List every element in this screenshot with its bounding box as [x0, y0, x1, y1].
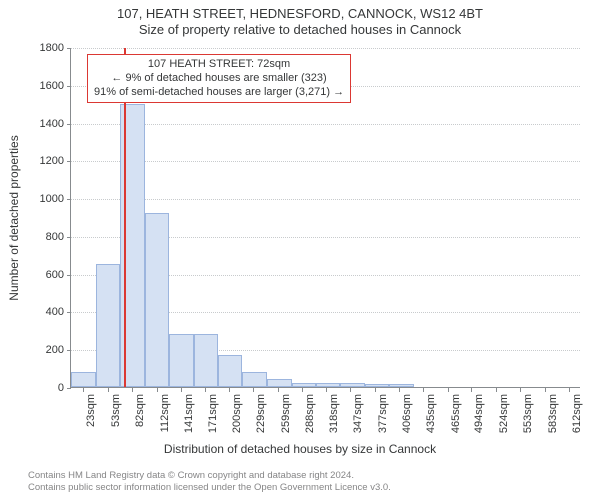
x-tick-mark	[520, 388, 521, 392]
y-tick-label: 400	[24, 306, 64, 318]
histogram-bar	[389, 384, 414, 387]
gridline-h	[71, 199, 580, 200]
histogram-bar	[96, 264, 121, 387]
y-tick-mark	[67, 237, 71, 238]
x-tick-mark	[132, 388, 133, 392]
y-tick-label: 1600	[24, 80, 64, 92]
y-tick-mark	[67, 388, 71, 389]
x-tick-mark	[278, 388, 279, 392]
annotation-line3: 91% of semi-detached houses are larger (…	[94, 86, 344, 100]
x-tick-mark	[399, 388, 400, 392]
x-tick-mark	[423, 388, 424, 392]
y-tick-mark	[67, 275, 71, 276]
histogram-bar	[267, 379, 292, 387]
x-tick-mark	[157, 388, 158, 392]
x-tick-mark	[108, 388, 109, 392]
x-tick-mark	[448, 388, 449, 392]
y-tick-mark	[67, 86, 71, 87]
y-tick-mark	[67, 48, 71, 49]
credit-line2: Contains public sector information licen…	[28, 482, 391, 494]
histogram-bar	[218, 355, 242, 387]
y-tick-mark	[67, 161, 71, 162]
x-tick-mark	[471, 388, 472, 392]
plot-surface: 107 HEATH STREET: 72sqm← 9% of detached …	[70, 48, 580, 388]
chart-title-line2: Size of property relative to detached ho…	[0, 22, 600, 38]
y-tick-label: 800	[24, 231, 64, 243]
histogram-bar	[145, 213, 169, 387]
chart-container: 107, HEATH STREET, HEDNESFORD, CANNOCK, …	[0, 0, 600, 500]
histogram-bar	[169, 334, 194, 387]
y-tick-label: 1800	[24, 42, 64, 54]
x-tick-mark	[302, 388, 303, 392]
credit-line1: Contains HM Land Registry data © Crown c…	[28, 470, 391, 482]
x-tick-mark	[545, 388, 546, 392]
histogram-bar	[194, 334, 219, 387]
gridline-h	[71, 124, 580, 125]
y-tick-mark	[67, 312, 71, 313]
y-tick-label: 1400	[24, 118, 64, 130]
x-tick-mark	[326, 388, 327, 392]
y-tick-label: 0	[24, 382, 64, 394]
y-tick-label: 1200	[24, 155, 64, 167]
y-axis-label: Number of detached properties	[7, 135, 21, 300]
x-tick-mark	[350, 388, 351, 392]
y-tick-mark	[67, 350, 71, 351]
chart-title-line1: 107, HEATH STREET, HEDNESFORD, CANNOCK, …	[0, 0, 600, 22]
x-tick-mark	[181, 388, 182, 392]
y-tick-label: 200	[24, 344, 64, 356]
x-tick-mark	[375, 388, 376, 392]
annotation-box: 107 HEATH STREET: 72sqm← 9% of detached …	[87, 54, 351, 103]
x-tick-mark	[83, 388, 84, 392]
credit-text: Contains HM Land Registry data © Crown c…	[28, 470, 391, 494]
histogram-bar	[340, 383, 365, 387]
x-axis-label: Distribution of detached houses by size …	[0, 442, 600, 456]
y-tick-label: 600	[24, 269, 64, 281]
x-tick-mark	[205, 388, 206, 392]
annotation-line1: 107 HEATH STREET: 72sqm	[94, 58, 344, 72]
histogram-bar	[242, 372, 267, 387]
histogram-bar	[316, 383, 341, 387]
x-tick-mark	[496, 388, 497, 392]
y-tick-label: 1000	[24, 193, 64, 205]
gridline-h	[71, 161, 580, 162]
histogram-bar	[365, 384, 389, 387]
y-tick-mark	[67, 199, 71, 200]
x-tick-mark	[569, 388, 570, 392]
y-tick-mark	[67, 124, 71, 125]
histogram-bar	[71, 372, 96, 387]
x-tick-mark	[229, 388, 230, 392]
plot-area: 107 HEATH STREET: 72sqm← 9% of detached …	[70, 48, 580, 388]
annotation-line2: ← 9% of detached houses are smaller (323…	[94, 72, 344, 86]
histogram-bar	[292, 383, 316, 387]
x-tick-mark	[253, 388, 254, 392]
gridline-h	[71, 48, 580, 49]
